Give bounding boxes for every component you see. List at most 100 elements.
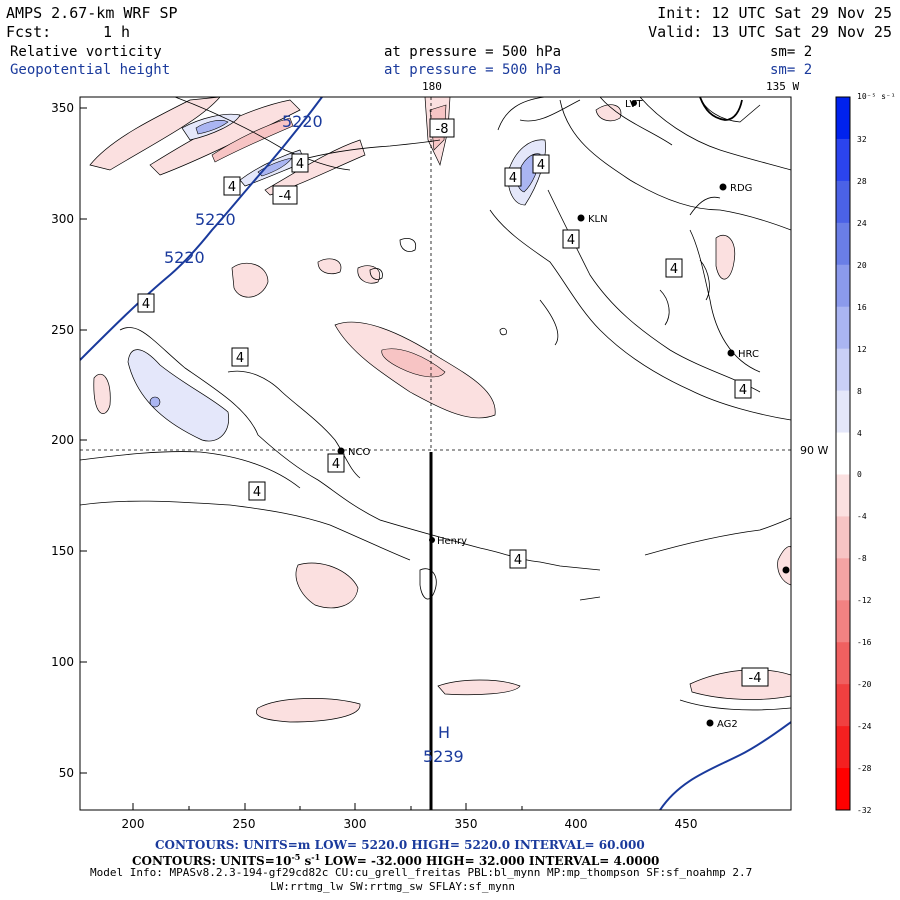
vort-units-sup2: -1 — [311, 852, 321, 862]
valid-time: Valid: 13 UTC Sat 29 Nov 25 — [648, 23, 892, 41]
colorbar-swatch — [836, 390, 850, 434]
colorbar-swatch — [836, 558, 850, 601]
colorbar-swatch — [836, 180, 850, 224]
station-label: NCO — [348, 447, 370, 458]
colorbar-label: 24 — [857, 218, 867, 228]
colorbar-swatch — [836, 97, 850, 140]
colorbar-swatch — [836, 474, 850, 517]
contour-label: 4 — [739, 383, 747, 398]
colorbar-swatch — [836, 684, 850, 727]
y-tick-label: 250 — [51, 323, 74, 337]
contour-label: 4 — [670, 262, 678, 277]
x-tick-label: 450 — [675, 817, 698, 831]
colorbar-label: 28 — [857, 176, 867, 186]
high-pressure-value: 5239 — [423, 747, 464, 766]
colorbar-swatch — [836, 348, 850, 392]
y-tick-label: 50 — [59, 766, 74, 780]
x-tick-label: 250 — [233, 817, 256, 831]
y-tick-label: 300 — [51, 212, 74, 226]
station-label: HRC — [738, 349, 759, 360]
colorbar-label: -12 — [857, 596, 872, 606]
physics-info: LW:rrtmg_lw SW:rrtmg_sw SFLAY:sf_mynn — [270, 880, 516, 893]
colorbar-label: -20 — [857, 680, 872, 690]
station-marker — [577, 214, 585, 222]
colorbar-label: 16 — [857, 302, 867, 312]
station-marker — [727, 349, 735, 357]
model-title: AMPS 2.67-km WRF SP — [6, 4, 178, 22]
height-contour-label: 5220 — [282, 112, 323, 131]
contour-label: 4 — [567, 233, 575, 248]
vort-units-c: LOW= -32.000 HIGH= 32.000 INTERVAL= 4.00… — [320, 854, 660, 868]
colorbar-swatch — [836, 306, 850, 350]
field1-level: at pressure = 500 hPa — [384, 44, 562, 60]
height-contour-label: 5220 — [195, 210, 236, 229]
contour-label: -4 — [279, 189, 292, 204]
colorbar-label: 12 — [857, 344, 867, 354]
contour-label: -8 — [436, 122, 449, 137]
geopotential-height-contours — [80, 97, 791, 810]
forecast-value: 1 h — [103, 23, 131, 41]
x-tick-label: 300 — [344, 817, 367, 831]
colorbar-label: -32 — [857, 806, 872, 815]
field1-smoothing: sm= 2 — [770, 44, 813, 60]
colorbar-swatch — [836, 432, 850, 475]
colorbar-unit: 10⁻⁵ s⁻¹ — [857, 92, 896, 101]
contour-label: 4 — [236, 351, 244, 366]
colorbar-frame — [835, 96, 851, 811]
y-axis-labels: 350 300 250 200 150 100 50 — [51, 101, 74, 780]
colorbar-swatch — [836, 768, 850, 811]
colorbar-label: 4 — [857, 428, 862, 438]
lon-label-180: 180 — [422, 80, 442, 93]
forecast-label: Fcst: — [6, 23, 52, 41]
colorbar-label: -24 — [857, 722, 872, 732]
vorticity-contours — [80, 97, 791, 711]
lat-label-90w: 90 W — [800, 444, 828, 457]
colorbar-label: 20 — [857, 260, 867, 270]
field1-name: Relative vorticity — [10, 44, 162, 60]
colorbar-swatch — [836, 264, 850, 308]
y-tick-label: 350 — [51, 101, 74, 115]
colorbar-swatch — [836, 726, 850, 769]
colorbar-label: -16 — [857, 638, 872, 648]
vort-units-b: s — [300, 854, 312, 868]
height-contour-info: CONTOURS: UNITS=m LOW= 5220.0 HIGH= 5220… — [155, 838, 645, 852]
colorbar-label: -4 — [857, 512, 867, 522]
x-tick-label: 400 — [565, 817, 588, 831]
y-tick-label: 150 — [51, 544, 74, 558]
height-labels: 5220 5220 5220 — [164, 112, 323, 267]
colorbar-swatch — [836, 642, 850, 685]
station-marker — [429, 537, 435, 543]
colorbar-label: -8 — [857, 554, 867, 564]
ice-edge-line — [699, 97, 743, 121]
plot-frame — [79, 96, 792, 811]
field2-smoothing: sm= 2 — [770, 62, 813, 78]
height-contour-label: 5220 — [164, 248, 205, 267]
x-tick-label: 200 — [122, 817, 145, 831]
y-tick-label: 200 — [51, 433, 74, 447]
station-marker — [706, 719, 714, 727]
lon-label-135w: 135 W — [766, 80, 800, 93]
vort-units-a: CONTOURS: UNITS=10 — [132, 854, 292, 868]
y-tick-label: 100 — [51, 655, 74, 669]
contour-label: -4 — [749, 671, 762, 686]
contour-label: 4 — [296, 157, 304, 172]
contour-label: 4 — [332, 457, 340, 472]
station-label: RDG — [730, 183, 752, 194]
vort-units-sup: -5 — [291, 852, 301, 862]
colorbar-swatch — [836, 600, 850, 643]
contour-label: 4 — [514, 553, 522, 568]
field2-name: Geopotential height — [10, 62, 171, 78]
x-tick-label: 350 — [455, 817, 478, 831]
colorbar-swatch — [836, 516, 850, 559]
station-label: AG2 — [717, 719, 738, 730]
contour-label: 4 — [509, 171, 517, 186]
colorbar-label: 32 — [857, 134, 867, 144]
high-pressure-letter: H — [438, 723, 450, 742]
x-axis-labels: 200 250 300 350 400 450 — [122, 817, 698, 831]
field2-level: at pressure = 500 hPa — [384, 62, 562, 78]
colorbar-swatch — [836, 222, 850, 266]
contour-value-labels: 4 4 4 4 4 4 4 4 4 4 4 -4 -4 -8 4 — [137, 118, 769, 687]
axis-ticks — [80, 107, 523, 810]
model-info: Model Info: MPASv8.2.3-194-gf29cd82c CU:… — [90, 866, 753, 879]
